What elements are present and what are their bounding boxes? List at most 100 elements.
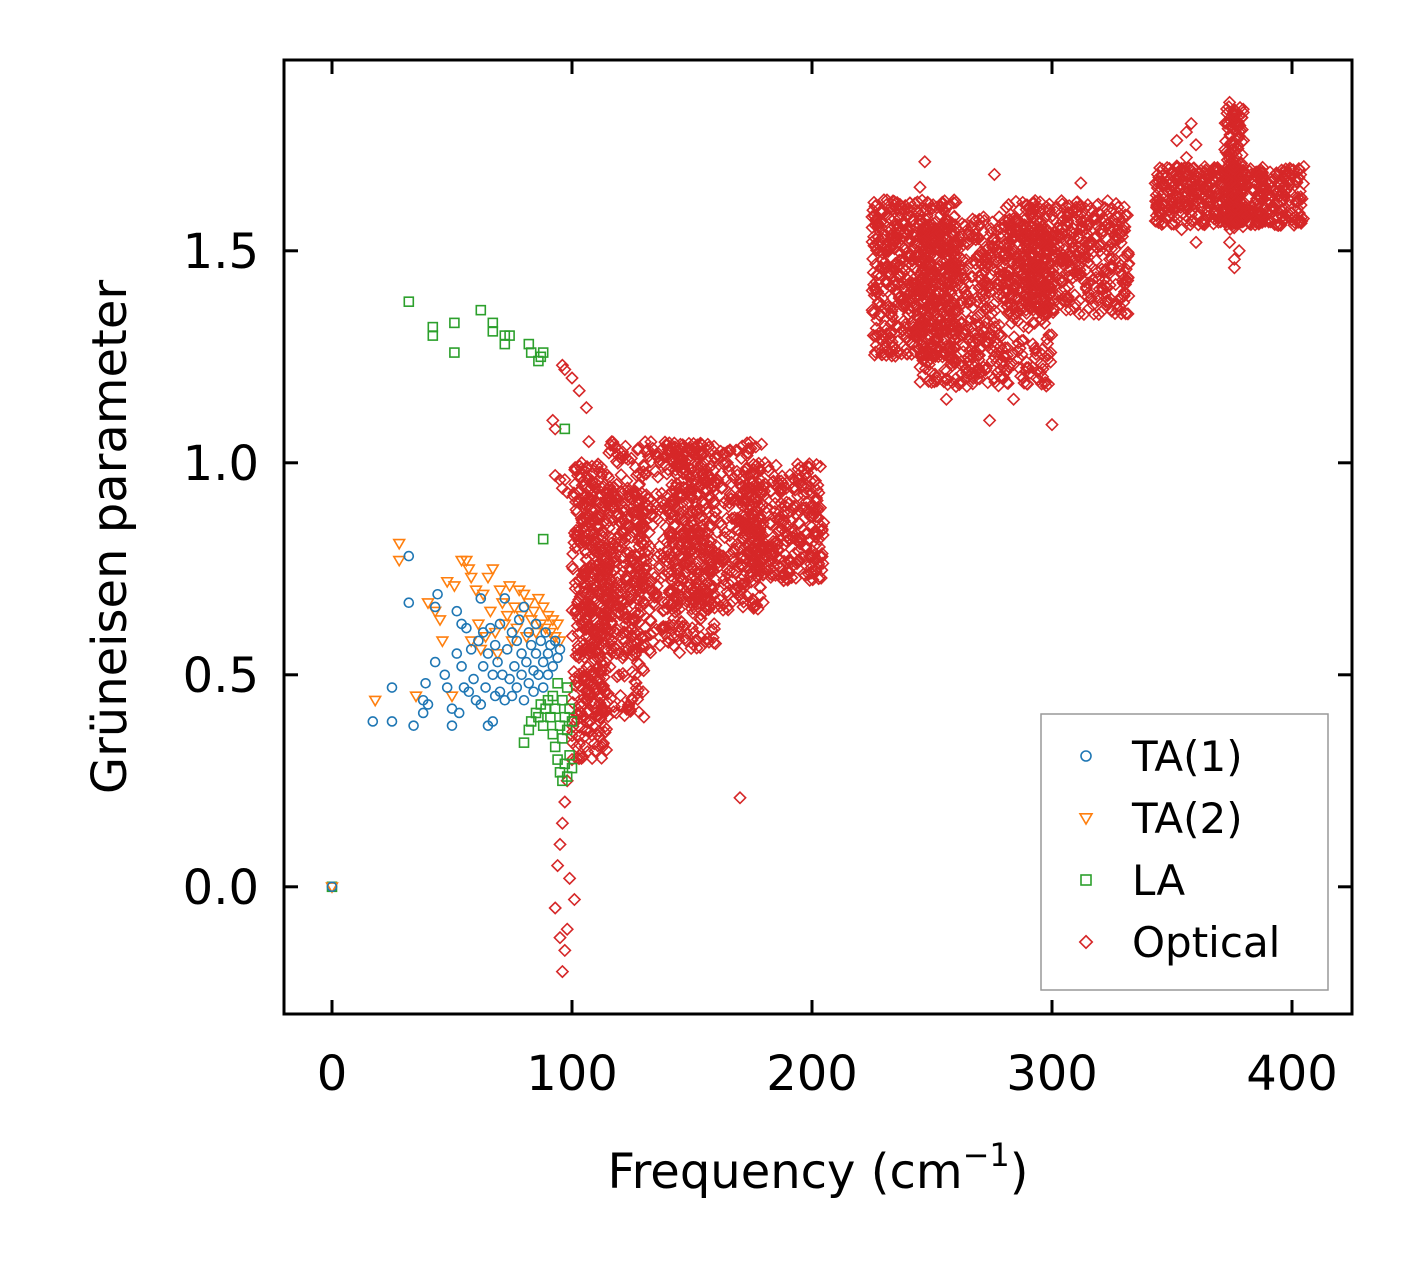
optical-point: [740, 461, 754, 475]
optical-point: [906, 252, 920, 267]
la-point: [549, 703, 561, 715]
optical-point: [594, 751, 609, 765]
optical-point: [565, 752, 579, 767]
optical-point: [1005, 347, 1020, 361]
optical-point: [630, 656, 645, 670]
optical-point: [1188, 178, 1203, 193]
optical-point: [572, 383, 586, 398]
optical-point: [1177, 173, 1191, 188]
optical-point: [558, 362, 572, 377]
optical-point: [663, 453, 678, 467]
optical-point: [1009, 291, 1023, 305]
optical-point: [744, 441, 758, 456]
optical-point: [1218, 116, 1232, 130]
ta-1-point: [506, 690, 518, 702]
optical-point: [618, 545, 633, 560]
plot-frame: [282, 58, 1354, 1016]
optical-point: [1097, 279, 1112, 293]
optical-point: [647, 595, 661, 610]
optical-point: [725, 565, 740, 579]
optical-point: [815, 522, 829, 537]
optical-point: [1200, 195, 1215, 210]
optical-point: [1037, 291, 1052, 306]
optical-point: [884, 279, 898, 294]
optical-point: [924, 375, 939, 390]
optical-point: [895, 239, 909, 254]
optical-point: [799, 539, 813, 553]
optical-point: [1104, 304, 1119, 318]
optical-point: [1020, 198, 1034, 212]
optical-point: [659, 620, 673, 634]
optical-point: [804, 519, 819, 534]
ta-1-point: [456, 661, 467, 672]
optical-point: [879, 276, 894, 291]
optical-point: [568, 576, 583, 590]
optical-point: [1234, 156, 1249, 171]
ta-2-point: [471, 619, 486, 631]
optical-point: [889, 201, 903, 216]
x-tick-label: 200: [766, 1046, 858, 1102]
ta-1-point: [518, 601, 530, 613]
ta-1-point: [506, 627, 518, 638]
optical-point: [937, 332, 952, 347]
optical-point: [707, 494, 721, 508]
optical-point: [942, 285, 956, 300]
optical-point: [597, 685, 612, 699]
optical-point: [676, 504, 691, 519]
optical-point: [582, 434, 596, 449]
optical-point: [1026, 201, 1040, 216]
optical-point: [742, 537, 757, 551]
optical-point: [582, 609, 596, 623]
optical-point: [1160, 209, 1175, 223]
ta-1-point: [403, 550, 415, 562]
optical-point: [1114, 306, 1129, 321]
optical-point: [915, 294, 930, 309]
optical-point: [650, 512, 665, 527]
optical-point: [1170, 133, 1184, 148]
ta-2-point: [553, 636, 567, 648]
optical-point: [700, 631, 714, 646]
optical-point: [723, 487, 737, 501]
ta-1-point: [417, 707, 429, 719]
optical-point: [612, 645, 627, 660]
optical-point: [1266, 201, 1280, 216]
optical-point: [630, 692, 645, 707]
ta-1-point: [475, 699, 487, 710]
optical-point: [580, 660, 595, 674]
optical-point: [972, 317, 986, 331]
optical-point: [1011, 304, 1025, 319]
optical-point: [699, 502, 714, 516]
optical-point: [1160, 180, 1174, 194]
optical-point: [667, 519, 681, 533]
optical-point: [780, 573, 795, 587]
optical-point: [871, 237, 885, 252]
optical-point: [811, 559, 826, 573]
optical-point: [572, 729, 586, 743]
optical-point: [650, 550, 664, 564]
optical-point: [895, 324, 910, 338]
ta-2-point: [502, 581, 517, 593]
optical-point: [1086, 210, 1100, 225]
optical-point: [1040, 332, 1054, 346]
optical-point: [1021, 223, 1035, 238]
optical-point: [1107, 213, 1122, 228]
optical-point: [591, 739, 605, 753]
optical-point: [743, 525, 757, 540]
optical-point: [1170, 195, 1185, 210]
optical-point: [688, 633, 703, 648]
optical-point: [813, 459, 828, 474]
optical-point: [618, 503, 633, 517]
optical-point: [1093, 244, 1107, 258]
optical-point: [1109, 210, 1123, 224]
optical-point: [1236, 219, 1250, 234]
optical-point: [799, 541, 813, 555]
la-point: [561, 682, 573, 693]
optical-point: [648, 464, 663, 478]
optical-point: [1222, 95, 1237, 110]
optical-point: [639, 553, 653, 568]
optical-point: [769, 535, 783, 550]
optical-point: [1294, 210, 1309, 225]
optical-point: [866, 328, 881, 343]
optical-point: [1000, 299, 1015, 314]
optical-point: [962, 224, 976, 239]
